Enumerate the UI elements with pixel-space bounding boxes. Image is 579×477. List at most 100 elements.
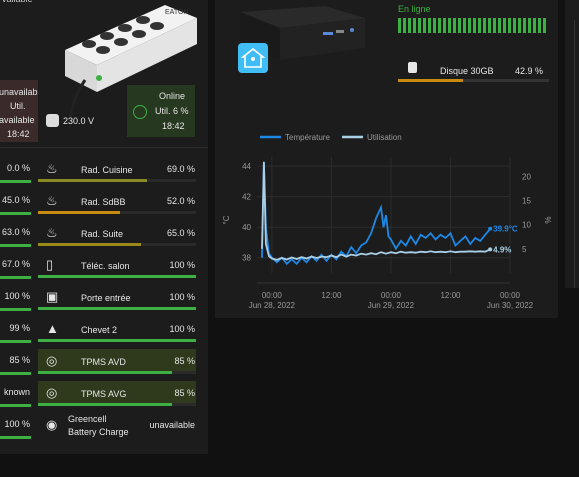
nuc-status: En ligne	[398, 4, 431, 14]
y-left-tick: 44	[242, 162, 251, 171]
legend-temperature: Température	[285, 133, 330, 142]
row-bar-fill	[38, 307, 196, 310]
status-segment	[443, 18, 446, 33]
status-line-2: Util.	[10, 101, 26, 111]
status-segment	[408, 18, 411, 33]
device-row[interactable]: 99 % ▲ Chevet 2 100 %	[0, 321, 208, 351]
row-left-value: 100 %	[4, 291, 30, 301]
row-left-value: known	[3, 387, 30, 397]
row-label: Chevet 2	[81, 325, 118, 335]
disk-value: 42.9 %	[515, 66, 544, 76]
status-segment	[413, 18, 416, 33]
remote-icon: ▯	[46, 257, 54, 272]
tire-icon: ◎	[46, 385, 58, 400]
row-label: Téléc. salon	[81, 261, 130, 271]
y-right-tick: 15	[522, 197, 531, 206]
status-segment	[448, 18, 451, 33]
online-line-2: Util. 6 %	[155, 106, 189, 116]
radiator-icon: ♨	[46, 161, 58, 176]
device-row[interactable]: 85 % ◎ TPMS AVD 85 %	[0, 349, 208, 383]
row-highlight	[38, 381, 196, 405]
row-label: Rad. Suite	[81, 229, 124, 239]
status-segment	[463, 18, 466, 33]
row-bar-fill	[38, 403, 173, 406]
x-tick-time: 00:00	[381, 291, 402, 300]
x-tick-time: 12:00	[440, 291, 461, 300]
status-segment	[433, 18, 436, 33]
series-last-point	[488, 226, 493, 231]
legend-usage: Utilisation	[367, 133, 402, 142]
plug-icon	[46, 114, 59, 127]
device-row[interactable]: 67.0 % ▯ Téléc. salon 100 %	[0, 257, 208, 287]
lamp-icon: ▲	[46, 321, 59, 336]
row-bar-track	[38, 371, 196, 374]
status-segment	[403, 18, 406, 33]
home-assistant-icon[interactable]	[238, 43, 268, 73]
row-label: TPMS AVD	[81, 357, 126, 367]
status-segment	[503, 18, 506, 33]
device-row[interactable]: 45.0 % ♨ Rad. SdBB 52.0 %	[0, 193, 208, 223]
nuc-status-bar	[398, 18, 549, 33]
y-right-tick: 5	[522, 245, 527, 254]
status-segment	[468, 18, 471, 33]
status-segment	[493, 18, 496, 33]
y-right-tick: 10	[522, 221, 531, 230]
device-row[interactable]: 100 % ▣ Porte entrée 100 %	[0, 289, 208, 319]
row-bar-track	[38, 179, 196, 182]
ups-card: vailable unavailab Util. available 18:42…	[0, 0, 208, 454]
brand-label: EATON	[165, 9, 188, 16]
eye-icon: ◉	[46, 417, 58, 432]
row-bar-fill	[38, 211, 121, 214]
y-right-label: %	[543, 216, 552, 223]
check-circle-icon	[133, 105, 147, 119]
row-bar-track	[38, 275, 196, 278]
row-value: 100 %	[169, 292, 195, 302]
side-card-divider	[574, 20, 575, 288]
side-card	[565, 0, 579, 288]
top-cut-text: vailable	[2, 0, 33, 4]
row-bar-track	[38, 211, 196, 214]
row-bar-track	[38, 307, 196, 310]
row-bar-fill	[38, 275, 196, 278]
row-bar-fill	[38, 179, 148, 182]
status-segment	[438, 18, 441, 33]
status-segment	[543, 18, 546, 33]
row-left-value: 63.0 %	[1, 227, 30, 237]
status-segment	[533, 18, 536, 33]
row-left-bar	[0, 212, 31, 215]
status-segment	[453, 18, 456, 33]
voltage-value: 230.0 V	[63, 116, 95, 126]
row-value: 65.0 %	[166, 228, 195, 238]
hard-disk-icon	[408, 62, 417, 73]
row-left-value: 99 %	[9, 323, 30, 333]
status-segment	[523, 18, 526, 33]
status-segment	[423, 18, 426, 33]
nuc-card: En ligne Disque 30GB 42.9 % Température U…	[215, 0, 558, 318]
row-left-bar	[0, 436, 31, 439]
series-line-temperature	[261, 163, 491, 266]
status-segment	[418, 18, 421, 33]
y-left-label: °C	[222, 215, 231, 224]
row-left-value: 85 %	[9, 355, 30, 365]
device-row[interactable]: 100 % ◉ Greencell Battery Charge unavailabl…	[0, 414, 208, 447]
x-tick-time: 00:00	[500, 291, 521, 300]
device-row[interactable]: known ◎ TPMS AVG 85 %	[0, 381, 208, 415]
series-last-label: 4.9%	[493, 245, 511, 254]
y-left-tick: 38	[242, 254, 251, 263]
y-left-tick: 42	[242, 193, 251, 202]
series-last-point	[488, 247, 493, 252]
device-row[interactable]: 63.0 % ♨ Rad. Suite 65.0 %	[0, 225, 208, 255]
row-value: 69.0 %	[166, 164, 195, 174]
status-segment	[458, 18, 461, 33]
status-segment	[538, 18, 541, 33]
online-card[interactable]: Online Util. 6 % 18:42	[127, 85, 195, 137]
status-line-3: available	[0, 115, 35, 125]
row-left-bar	[0, 244, 31, 247]
row-bar-track	[38, 403, 196, 406]
row-label: Rad. SdBB	[81, 197, 126, 207]
status-segment	[498, 18, 501, 33]
status-segment	[473, 18, 476, 33]
x-tick-time: 12:00	[321, 291, 342, 300]
online-line-1: Online	[159, 91, 186, 101]
device-row[interactable]: 0.0 % ♨ Rad. Cuisine 69.0 %	[0, 161, 208, 191]
